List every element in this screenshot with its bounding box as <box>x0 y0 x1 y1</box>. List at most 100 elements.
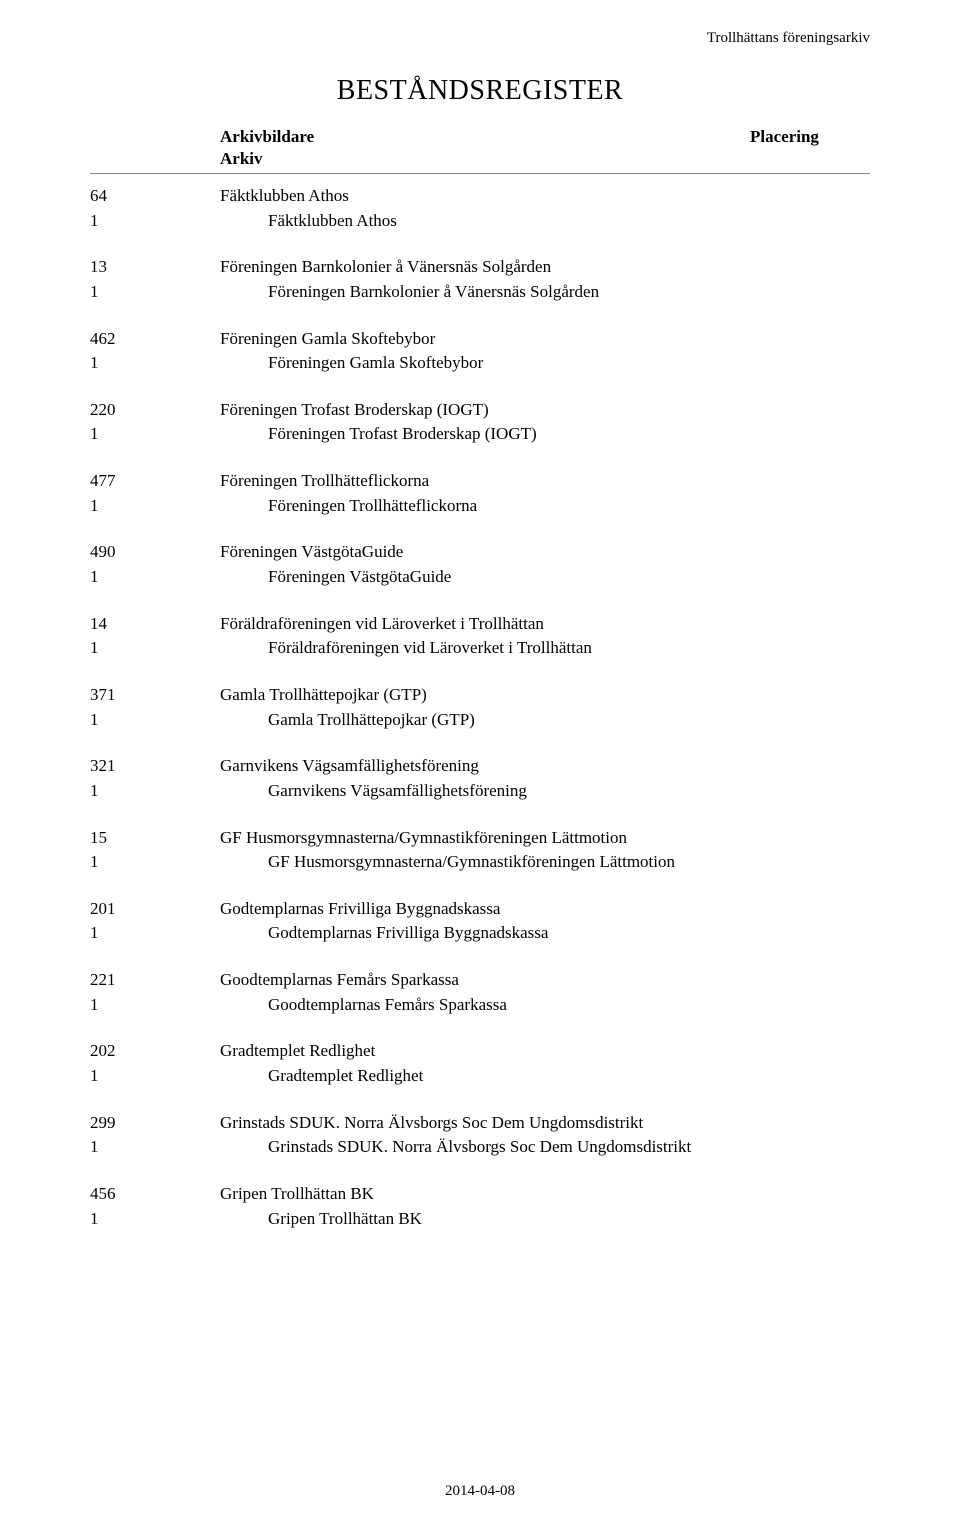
col-arkivbildare: Arkivbildare <box>220 127 750 147</box>
entry-group: 462Föreningen Gamla Skoftebybor1Förening… <box>90 327 870 376</box>
entry-id: 299 <box>90 1111 220 1136</box>
page-title: BESTÅNDSREGISTER <box>90 75 870 107</box>
entry-sub-name: GF Husmorsgymnasterna/Gymnastikföreninge… <box>220 850 870 875</box>
entry-sub-id: 1 <box>90 209 220 234</box>
entry-id: 221 <box>90 968 220 993</box>
entry-sub-id: 1 <box>90 993 220 1018</box>
entry-id: 15 <box>90 826 220 851</box>
entry-main-row: 15GF Husmorsgymnasterna/Gymnastikförenin… <box>90 826 870 851</box>
entry-id: 462 <box>90 327 220 352</box>
entry-sub-id: 1 <box>90 850 220 875</box>
entry-sub-name: Grinstads SDUK. Norra Älvsborgs Soc Dem … <box>220 1135 870 1160</box>
entry-sub-row: 1Garnvikens Vägsamfällighetsförening <box>90 779 870 804</box>
entry-sub-name: Föreningen Trollhätteflickorna <box>220 494 870 519</box>
entry-sub-name: Föreningen Gamla Skoftebybor <box>220 351 870 376</box>
entry-name: GF Husmorsgymnasterna/Gymnastikföreninge… <box>220 826 870 851</box>
entry-name: Föreningen Trofast Broderskap (IOGT) <box>220 398 870 423</box>
entry-main-row: 299Grinstads SDUK. Norra Älvsborgs Soc D… <box>90 1111 870 1136</box>
col-arkiv: Arkiv <box>220 149 870 169</box>
entry-group: 221Goodtemplarnas Femårs Sparkassa1Goodt… <box>90 968 870 1017</box>
entry-group: 220Föreningen Trofast Broderskap (IOGT)1… <box>90 398 870 447</box>
entry-group: 202Gradtemplet Redlighet1Gradtemplet Red… <box>90 1039 870 1088</box>
entry-name: Föreningen Barnkolonier å Vänersnäs Solg… <box>220 255 870 280</box>
entry-group: 15GF Husmorsgymnasterna/Gymnastikförenin… <box>90 826 870 875</box>
entry-group: 321Garnvikens Vägsamfällighetsförening1G… <box>90 754 870 803</box>
entry-sub-row: 1Fäktklubben Athos <box>90 209 870 234</box>
entry-main-row: 64Fäktklubben Athos <box>90 184 870 209</box>
entry-main-row: 462Föreningen Gamla Skoftebybor <box>90 327 870 352</box>
entry-sub-name: Fäktklubben Athos <box>220 209 870 234</box>
entry-sub-row: 1Föreningen VästgötaGuide <box>90 565 870 590</box>
entry-group: 14Föräldraföreningen vid Läroverket i Tr… <box>90 612 870 661</box>
entry-main-row: 13Föreningen Barnkolonier å Vänersnäs So… <box>90 255 870 280</box>
entry-sub-name: Goodtemplarnas Femårs Sparkassa <box>220 993 870 1018</box>
entry-id: 201 <box>90 897 220 922</box>
entry-sub-row: 1Föräldraföreningen vid Läroverket i Tro… <box>90 636 870 661</box>
entry-sub-name: Föreningen Barnkolonier å Vänersnäs Solg… <box>220 280 870 305</box>
entry-group: 64Fäktklubben Athos1Fäktklubben Athos <box>90 184 870 233</box>
entry-name: Fäktklubben Athos <box>220 184 870 209</box>
entry-group: 371Gamla Trollhättepojkar (GTP)1Gamla Tr… <box>90 683 870 732</box>
entry-group: 490Föreningen VästgötaGuide1Föreningen V… <box>90 540 870 589</box>
entry-sub-name: Godtemplarnas Frivilliga Byggnadskassa <box>220 921 870 946</box>
entry-sub-row: 1Gamla Trollhättepojkar (GTP) <box>90 708 870 733</box>
footer-date: 2014-04-08 <box>0 1483 960 1500</box>
entry-name: Garnvikens Vägsamfällighetsförening <box>220 754 870 779</box>
entry-sub-id: 1 <box>90 708 220 733</box>
entry-sub-row: 1Föreningen Barnkolonier å Vänersnäs Sol… <box>90 280 870 305</box>
entry-sub-row: 1Grinstads SDUK. Norra Älvsborgs Soc Dem… <box>90 1135 870 1160</box>
entry-id: 220 <box>90 398 220 423</box>
entry-group: 456Gripen Trollhättan BK1Gripen Trollhät… <box>90 1182 870 1231</box>
entry-sub-id: 1 <box>90 280 220 305</box>
entry-sub-name: Garnvikens Vägsamfällighetsförening <box>220 779 870 804</box>
entry-group: 13Föreningen Barnkolonier å Vänersnäs So… <box>90 255 870 304</box>
entry-sub-row: 1Föreningen Trollhätteflickorna <box>90 494 870 519</box>
entry-name: Föräldraföreningen vid Läroverket i Trol… <box>220 612 870 637</box>
entry-sub-id: 1 <box>90 1207 220 1232</box>
col-spacer <box>90 127 220 147</box>
entry-main-row: 14Föräldraföreningen vid Läroverket i Tr… <box>90 612 870 637</box>
entry-id: 13 <box>90 255 220 280</box>
entry-main-row: 321Garnvikens Vägsamfällighetsförening <box>90 754 870 779</box>
entry-main-row: 201Godtemplarnas Frivilliga Byggnadskass… <box>90 897 870 922</box>
entry-sub-row: 1Föreningen Trofast Broderskap (IOGT) <box>90 422 870 447</box>
entry-sub-row: 1Gradtemplet Redlighet <box>90 1064 870 1089</box>
entry-sub-id: 1 <box>90 636 220 661</box>
entry-main-row: 220Föreningen Trofast Broderskap (IOGT) <box>90 398 870 423</box>
col-placering: Placering <box>750 127 870 147</box>
entry-sub-id: 1 <box>90 1135 220 1160</box>
entry-sub-id: 1 <box>90 494 220 519</box>
col-spacer-2 <box>90 149 220 169</box>
entry-main-row: 221Goodtemplarnas Femårs Sparkassa <box>90 968 870 993</box>
entry-sub-name: Föreningen Trofast Broderskap (IOGT) <box>220 422 870 447</box>
entry-sub-name: Föräldraföreningen vid Läroverket i Trol… <box>220 636 870 661</box>
entry-sub-row: 1Gripen Trollhättan BK <box>90 1207 870 1232</box>
entry-id: 321 <box>90 754 220 779</box>
entry-sub-name: Gamla Trollhättepojkar (GTP) <box>220 708 870 733</box>
entry-id: 202 <box>90 1039 220 1064</box>
entry-id: 490 <box>90 540 220 565</box>
entry-sub-id: 1 <box>90 779 220 804</box>
entry-sub-name: Gradtemplet Redlighet <box>220 1064 870 1089</box>
entry-main-row: 371Gamla Trollhättepojkar (GTP) <box>90 683 870 708</box>
entry-name: Föreningen Gamla Skoftebybor <box>220 327 870 352</box>
entry-id: 14 <box>90 612 220 637</box>
entry-name: Goodtemplarnas Femårs Sparkassa <box>220 968 870 993</box>
entry-sub-id: 1 <box>90 351 220 376</box>
entry-name: Godtemplarnas Frivilliga Byggnadskassa <box>220 897 870 922</box>
entry-main-row: 490Föreningen VästgötaGuide <box>90 540 870 565</box>
entry-id: 64 <box>90 184 220 209</box>
entry-name: Gamla Trollhättepojkar (GTP) <box>220 683 870 708</box>
entry-main-row: 202Gradtemplet Redlighet <box>90 1039 870 1064</box>
archive-header: Trollhättans föreningsarkiv <box>90 30 870 47</box>
entry-name: Föreningen VästgötaGuide <box>220 540 870 565</box>
entry-main-row: 456Gripen Trollhättan BK <box>90 1182 870 1207</box>
entry-group: 299Grinstads SDUK. Norra Älvsborgs Soc D… <box>90 1111 870 1160</box>
entry-name: Gripen Trollhättan BK <box>220 1182 870 1207</box>
entry-sub-id: 1 <box>90 422 220 447</box>
entry-sub-row: 1Godtemplarnas Frivilliga Byggnadskassa <box>90 921 870 946</box>
entry-name: Grinstads SDUK. Norra Älvsborgs Soc Dem … <box>220 1111 870 1136</box>
entry-sub-row: 1Goodtemplarnas Femårs Sparkassa <box>90 993 870 1018</box>
entry-sub-row: 1GF Husmorsgymnasterna/Gymnastikförening… <box>90 850 870 875</box>
entries-list: 64Fäktklubben Athos1Fäktklubben Athos13F… <box>90 184 870 1231</box>
